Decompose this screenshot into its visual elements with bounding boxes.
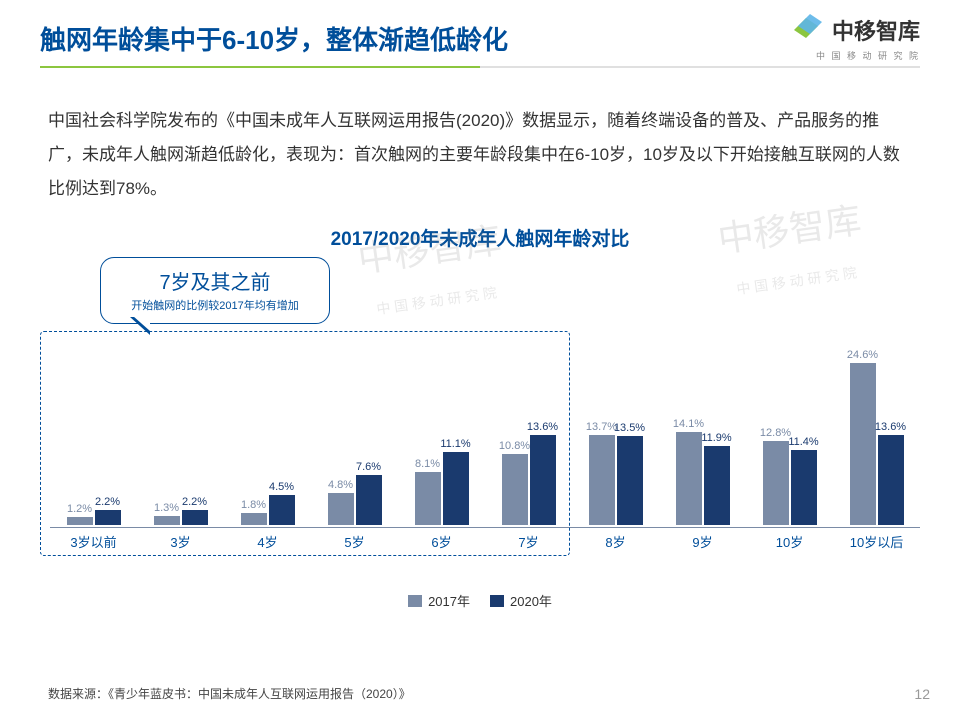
bar: 12.8%: [763, 441, 789, 525]
x-axis-label: 10岁以后: [833, 528, 920, 551]
bar: 13.7%: [589, 435, 615, 525]
bar-group: 14.1%11.9%: [659, 360, 746, 525]
legend-label: 2017年: [428, 591, 470, 610]
bar-value-label: 13.6%: [875, 421, 906, 433]
bar-value-label: 12.8%: [760, 427, 791, 439]
bar-value-label: 24.6%: [847, 349, 878, 361]
body-paragraph: 中国社会科学院发布的《中国未成年人互联网运用报告(2020)》数据显示，随着终端…: [0, 80, 960, 206]
bar-value-label: 11.9%: [701, 432, 731, 444]
x-axis-label: 9岁: [659, 528, 746, 551]
brand-logo: 中移智库 中 国 移 动 研 究 院: [790, 12, 920, 62]
data-source: 数据来源：《青少年蓝皮书：中国未成年人互联网运用报告（2020）》: [48, 685, 411, 702]
bar-value-label: 13.5%: [614, 422, 645, 434]
legend-label: 2020年: [510, 591, 552, 610]
bar: 14.1%: [676, 432, 702, 525]
page-title: 触网年龄集中于6-10岁，整体渐趋低龄化: [40, 20, 920, 57]
chart-container: 7岁及其之前 开始触网的比例较2017年均有增加 中移智库 中 国 移 动 研 …: [40, 261, 920, 591]
legend-swatch: [408, 595, 422, 607]
bar-group: 13.7%13.5%: [572, 360, 659, 525]
page-number: 12: [914, 686, 930, 702]
logo-subtext: 中 国 移 动 研 究 院: [790, 49, 920, 62]
callout-main: 7岁及其之前: [115, 266, 315, 295]
bar-group: 24.6%13.6%: [833, 360, 920, 525]
bar-value-label: 13.7%: [586, 421, 617, 433]
bar: 11.4%: [791, 450, 817, 525]
header-divider: [40, 66, 920, 68]
bar: 24.6%: [850, 363, 876, 525]
callout-box: 7岁及其之前 开始触网的比例较2017年均有增加: [100, 257, 330, 324]
logo-icon: [790, 12, 824, 47]
bar-value-label: 14.1%: [673, 418, 704, 430]
legend-item: 2017年: [408, 591, 470, 610]
logo-text: 中移智库: [832, 14, 920, 46]
legend-swatch: [490, 595, 504, 607]
callout-sub: 开始触网的比例较2017年均有增加: [115, 297, 315, 313]
highlight-dashed-box: [40, 331, 570, 556]
bar-group: 12.8%11.4%: [746, 360, 833, 525]
chart-title: 2017/2020年未成年人触网年龄对比: [0, 224, 960, 251]
chart-legend: 2017年 2020年: [0, 591, 960, 610]
legend-item: 2020年: [490, 591, 552, 610]
bar: 13.6%: [878, 435, 904, 525]
callout-pointer: [130, 317, 150, 335]
x-axis-label: 10岁: [746, 528, 833, 551]
x-axis-label: 8岁: [572, 528, 659, 551]
bar: 11.9%: [704, 446, 730, 525]
bar-value-label: 11.4%: [788, 436, 818, 448]
bar: 13.5%: [617, 436, 643, 525]
